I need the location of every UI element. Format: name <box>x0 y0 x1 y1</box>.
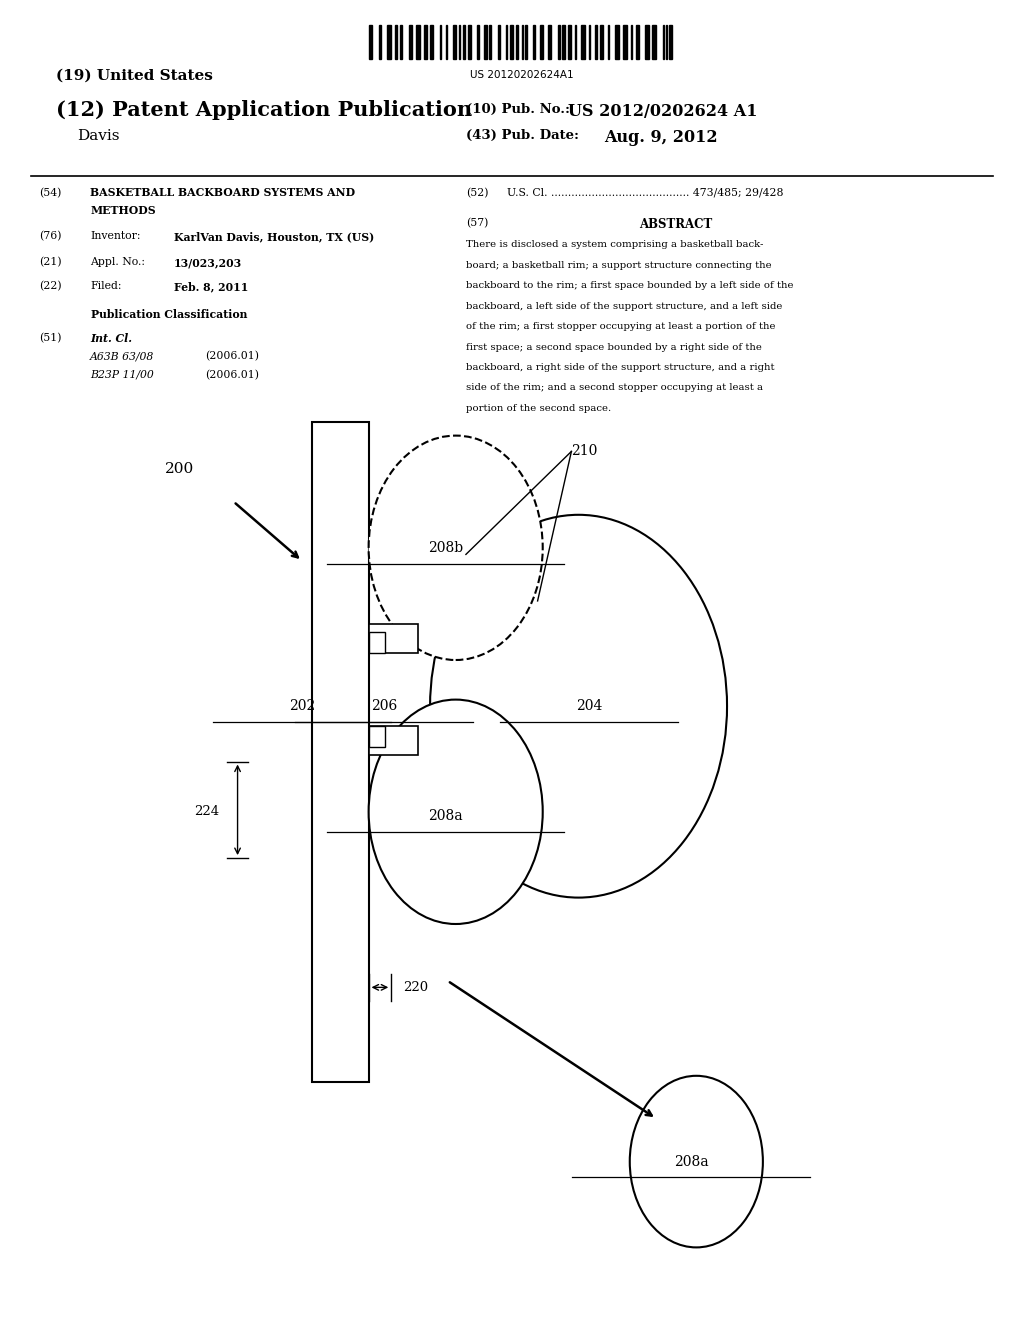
Text: 208b: 208b <box>428 541 463 554</box>
Bar <box>369 726 418 755</box>
Bar <box>416 25 420 59</box>
Bar <box>477 25 478 59</box>
Bar <box>387 25 391 59</box>
Text: (21): (21) <box>39 257 61 268</box>
Bar <box>582 25 585 59</box>
Bar <box>424 25 427 59</box>
Text: 224: 224 <box>194 805 219 818</box>
Bar <box>369 726 385 747</box>
Bar <box>595 25 597 59</box>
Bar <box>534 25 535 59</box>
Text: of the rim; a first stopper occupying at least a portion of the: of the rim; a first stopper occupying at… <box>466 322 775 331</box>
Bar <box>454 25 457 59</box>
Circle shape <box>430 515 727 898</box>
Bar <box>312 422 369 1082</box>
Bar <box>562 25 565 59</box>
Text: (52): (52) <box>466 187 488 198</box>
Text: Filed:: Filed: <box>90 281 122 292</box>
Text: 206: 206 <box>371 700 397 713</box>
Bar <box>548 25 551 59</box>
Bar <box>468 25 471 59</box>
Text: Feb. 8, 2011: Feb. 8, 2011 <box>174 281 249 292</box>
Text: (22): (22) <box>39 281 61 292</box>
Text: Int. Cl.: Int. Cl. <box>90 333 132 343</box>
Text: METHODS: METHODS <box>90 205 156 215</box>
Text: (54): (54) <box>39 187 61 198</box>
Bar <box>369 25 372 59</box>
Bar <box>445 25 447 59</box>
Text: Aug. 9, 2012: Aug. 9, 2012 <box>604 129 718 147</box>
Text: Appl. No.:: Appl. No.: <box>90 257 145 268</box>
Text: Davis: Davis <box>77 129 120 144</box>
Bar <box>589 25 591 59</box>
Bar <box>645 25 649 59</box>
Text: US 2012/0202624 A1: US 2012/0202624 A1 <box>568 103 758 120</box>
Bar <box>510 25 513 59</box>
Bar <box>636 25 639 59</box>
Text: backboard, a left side of the support structure, and a left side: backboard, a left side of the support st… <box>466 302 782 310</box>
Text: (10) Pub. No.:: (10) Pub. No.: <box>466 103 570 116</box>
Circle shape <box>369 436 543 660</box>
Text: B23P 11/00: B23P 11/00 <box>90 370 154 380</box>
Text: ABSTRACT: ABSTRACT <box>639 218 713 231</box>
Bar <box>369 624 418 653</box>
Text: (57): (57) <box>466 218 488 228</box>
Bar <box>369 632 385 653</box>
Text: 210: 210 <box>571 445 598 458</box>
Text: 204: 204 <box>575 700 602 713</box>
Text: (2006.01): (2006.01) <box>205 351 259 362</box>
Bar <box>558 25 560 59</box>
Text: (76): (76) <box>39 231 61 242</box>
Text: 200: 200 <box>165 462 194 475</box>
Text: Publication Classification: Publication Classification <box>91 309 247 319</box>
Text: 202: 202 <box>289 700 315 713</box>
Bar <box>463 25 465 59</box>
Bar <box>400 25 402 59</box>
Text: 220: 220 <box>403 981 429 994</box>
Bar <box>652 25 655 59</box>
Circle shape <box>630 1076 763 1247</box>
Text: first space; a second space bounded by a right side of the: first space; a second space bounded by a… <box>466 343 762 351</box>
Text: 13/023,203: 13/023,203 <box>174 257 243 268</box>
Text: There is disclosed a system comprising a basketball back-: There is disclosed a system comprising a… <box>466 240 763 249</box>
Text: portion of the second space.: portion of the second space. <box>466 404 611 413</box>
Bar <box>483 25 486 59</box>
Bar <box>395 25 396 59</box>
Bar <box>515 25 518 59</box>
Bar <box>623 25 627 59</box>
Text: side of the rim; and a second stopper occupying at least a: side of the rim; and a second stopper oc… <box>466 384 763 392</box>
Bar <box>568 25 571 59</box>
Circle shape <box>369 700 543 924</box>
Bar <box>522 25 523 59</box>
Bar <box>669 25 672 59</box>
Bar <box>498 25 500 59</box>
Bar <box>600 25 602 59</box>
Bar <box>489 25 492 59</box>
Bar <box>540 25 543 59</box>
Bar <box>574 25 577 59</box>
Text: Inventor:: Inventor: <box>90 231 140 242</box>
Text: (43) Pub. Date:: (43) Pub. Date: <box>466 129 579 143</box>
Text: (12) Patent Application Publication: (12) Patent Application Publication <box>56 100 472 120</box>
Text: 208a: 208a <box>674 1155 709 1168</box>
Text: A63B 63/08: A63B 63/08 <box>90 351 155 362</box>
Bar <box>430 25 433 59</box>
Text: backboard to the rim; a first space bounded by a left side of the: backboard to the rim; a first space boun… <box>466 281 794 290</box>
Text: 208a: 208a <box>428 809 463 822</box>
Text: BASKETBALL BACKBOARD SYSTEMS AND: BASKETBALL BACKBOARD SYSTEMS AND <box>90 187 355 198</box>
Text: (19) United States: (19) United States <box>56 69 213 83</box>
Bar <box>525 25 527 59</box>
Text: US 20120202624A1: US 20120202624A1 <box>470 70 574 81</box>
Text: KarlVan Davis, Houston, TX (US): KarlVan Davis, Houston, TX (US) <box>174 231 375 242</box>
Text: (2006.01): (2006.01) <box>205 370 259 380</box>
Text: (51): (51) <box>39 333 61 343</box>
Text: U.S. Cl. ......................................... 473/485; 29/428: U.S. Cl. ...............................… <box>507 187 783 198</box>
Text: board; a basketball rim; a support structure connecting the: board; a basketball rim; a support struc… <box>466 261 771 269</box>
Bar <box>615 25 620 59</box>
Text: backboard, a right side of the support structure, and a right: backboard, a right side of the support s… <box>466 363 774 372</box>
Bar <box>379 25 381 59</box>
Bar <box>409 25 412 59</box>
